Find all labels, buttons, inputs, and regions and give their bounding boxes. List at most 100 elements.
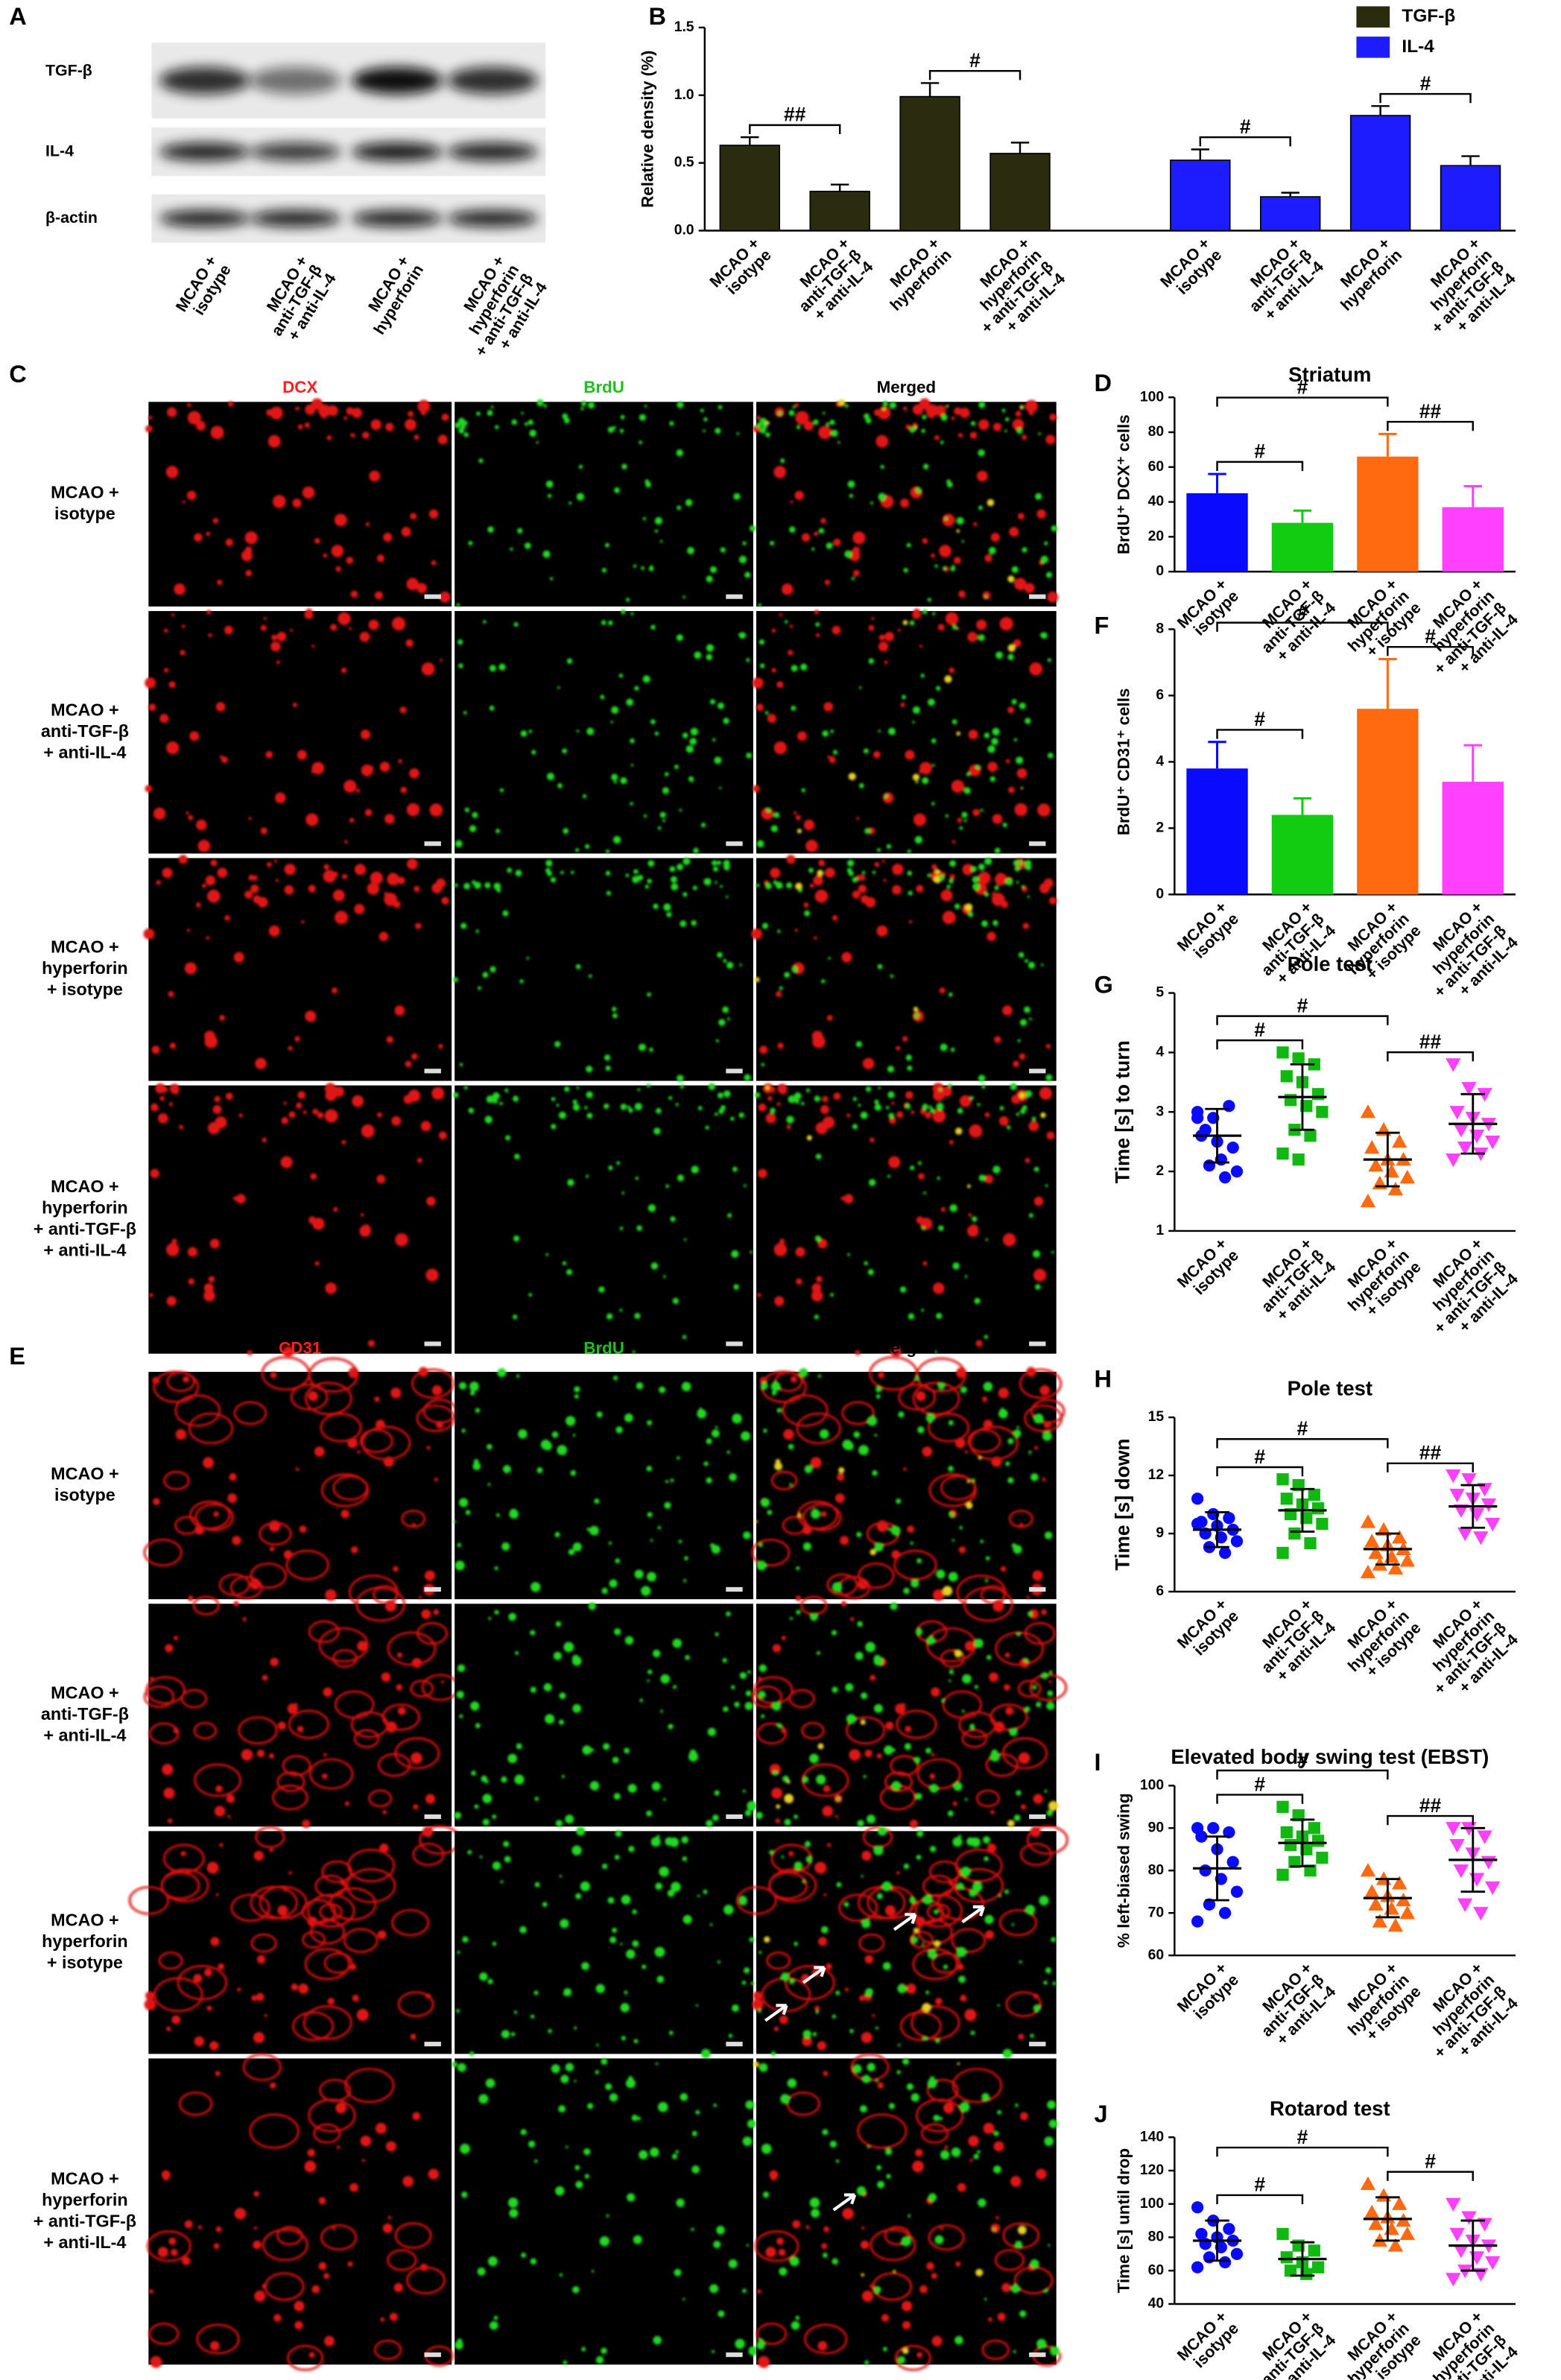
signal-red [186,811,189,815]
signal-green [987,745,995,753]
bar [1271,814,1334,895]
signal-red [932,1282,945,1294]
signal-green [495,829,501,834]
signal-green [922,2036,928,2041]
signal-green [898,1411,905,1418]
signal-red [305,404,316,415]
arrow [764,2004,788,2022]
vessel [319,2078,352,2102]
signal-red [387,2215,392,2220]
signal-green [949,879,954,884]
signal-red [165,1243,180,1256]
signal-green [877,963,883,969]
signal-green [566,658,573,664]
signal-green [475,1723,481,1729]
signal-green [514,1774,525,1785]
vessel [916,1758,961,1790]
micrograph-signal [143,1586,460,1829]
signal-green [575,848,580,852]
signal-green [914,835,923,844]
signal-red [962,864,974,876]
signal-green [820,979,826,984]
row-label: hyperforin [42,2190,128,2209]
signal-green [995,651,1004,659]
signal-green [639,440,643,445]
signal-green [554,1041,561,1048]
signal-green [605,1065,611,1072]
signal-green [452,977,458,983]
signal-green [1048,2119,1058,2129]
signal-red [156,880,162,885]
vessel [870,2228,916,2262]
signal-green [776,1804,781,1809]
signal-green [786,1779,791,1784]
signal-red [949,667,954,674]
signal-green [712,738,716,742]
signal-green [714,1112,718,1116]
scale-bar [424,1586,441,1592]
signal-red [905,1091,914,1099]
signal-red [968,729,978,740]
signal-red [180,1850,186,1857]
signal-red [954,407,962,415]
signal-green [601,1863,608,1870]
micrograph-signal [752,608,1054,854]
signal-green [669,421,674,426]
signal-green [637,1088,641,1092]
signal-red [969,1124,983,1138]
signal-green [463,882,471,890]
error-bar [1208,741,1226,769]
signal-green [1016,756,1024,765]
signal-green [822,730,829,737]
signal-green [796,1610,801,1615]
signal-red [307,2148,316,2157]
signal-red [975,1340,983,1347]
vessel [194,1763,241,1797]
signal-green [501,1776,507,1783]
y-tick-label: 80 [1148,2229,1164,2245]
signal-red [758,1103,767,1112]
signal-green [625,598,630,602]
signal-green [984,892,990,897]
signal-green [788,526,796,533]
signal-green [1007,1477,1014,1484]
signal-red [323,1753,327,1757]
signal-green [595,2070,600,2074]
signal-red [281,1116,289,1124]
signal-red [968,1212,972,1217]
signal-red [235,1194,246,1204]
vessel [940,1475,976,1501]
signal-green [717,1960,721,1964]
signal-red [153,807,166,820]
signal-red [288,1045,293,1051]
signal-green [968,911,974,917]
signal-green [530,2258,537,2265]
signal-red [262,1137,267,1143]
signal-green [489,2321,498,2330]
signal-green [663,1275,666,1278]
signal-green [709,2284,719,2294]
signal-green [954,1649,963,1658]
data-point [1276,1868,1289,1881]
vessel [332,1649,358,1668]
data-point [1292,1809,1305,1822]
data-point [1457,1142,1473,1156]
signal-green [463,711,467,715]
signal-green [984,1335,989,1339]
signal-green [990,776,996,782]
signal-red [751,928,762,940]
signal-red [1039,1086,1052,1100]
signal-green [896,1498,902,1504]
signal-green [664,772,669,776]
signal-green [923,1191,926,1194]
signal-red [297,1726,304,1732]
signal-green [848,870,854,876]
vessel [922,1874,954,1898]
signal-green [759,1542,763,1548]
significance-label: ## [1419,400,1442,422]
signal-green [756,883,760,887]
signal-green [628,1107,633,1113]
vessel [1002,1737,1048,1770]
signal-green [770,1107,776,1114]
point-group [1446,1469,1501,1545]
